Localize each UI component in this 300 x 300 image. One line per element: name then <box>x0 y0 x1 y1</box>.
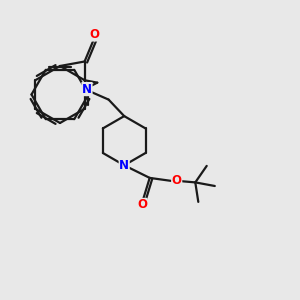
Text: N: N <box>119 159 129 172</box>
Text: O: O <box>89 28 99 41</box>
Text: O: O <box>137 198 147 212</box>
Text: N: N <box>82 82 92 96</box>
Text: O: O <box>172 174 182 187</box>
